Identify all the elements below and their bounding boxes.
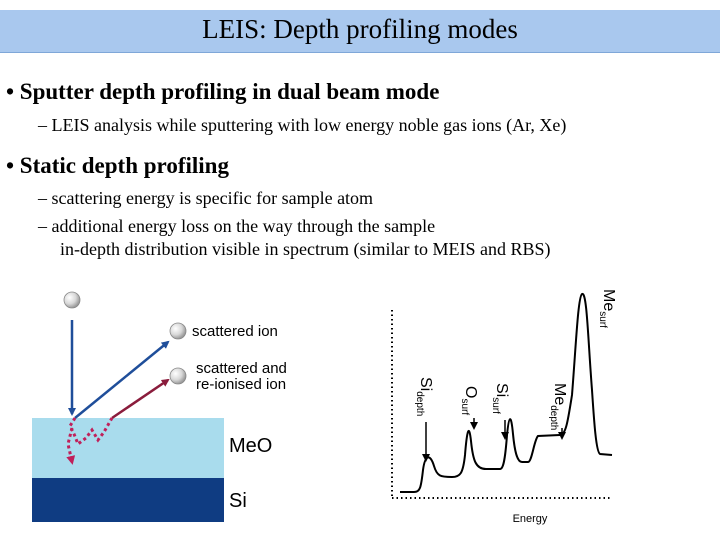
si-label: Si — [229, 490, 247, 512]
meo-layer — [32, 418, 224, 478]
meo-label: MeO — [229, 435, 272, 457]
energy-axis-label: Energy — [513, 513, 548, 525]
bullet-sputter-profiling: • Sputter depth profiling in dual beam m… — [6, 79, 440, 104]
scattered-reionised-label-2: re-ionised ion — [196, 376, 286, 393]
sub-bullet-scattering-energy: – scattering energy is specific for samp… — [38, 188, 374, 208]
si-layer — [32, 478, 224, 522]
peak-label-me-depth: Medepth — [548, 383, 568, 430]
peak-label-si-surf: Sisurf — [490, 383, 510, 414]
peak-label-me-surf: Mesurf — [597, 289, 617, 328]
sub-bullet-energy-loss: – additional energy loss on the way thro… — [38, 216, 436, 236]
bullet-static-profiling: • Static depth profiling — [6, 153, 229, 178]
scattered-ion-label: scattered ion — [192, 323, 278, 340]
sub-bullet-leis-analysis: – LEIS analysis while sputtering with lo… — [38, 115, 567, 135]
reionised-ion-ball — [169, 367, 187, 385]
incident-ion-ball — [63, 291, 81, 309]
scattered-ion-ball — [169, 322, 187, 340]
title-bar — [0, 10, 720, 53]
peak-label-o-surf: Osurf — [459, 386, 479, 415]
reionised-ion-arrow — [111, 378, 170, 420]
sub-bullet-in-depth: in-depth distribution visible in spectru… — [60, 239, 551, 259]
scattered-ion-arrow — [74, 340, 170, 419]
slide-title: LEIS: Depth profiling modes — [202, 14, 518, 44]
spectrum-curve — [400, 292, 613, 493]
scattered-reionised-label-1: scattered and — [196, 360, 287, 377]
peak-label-si-depth: Sidepth — [414, 377, 434, 416]
